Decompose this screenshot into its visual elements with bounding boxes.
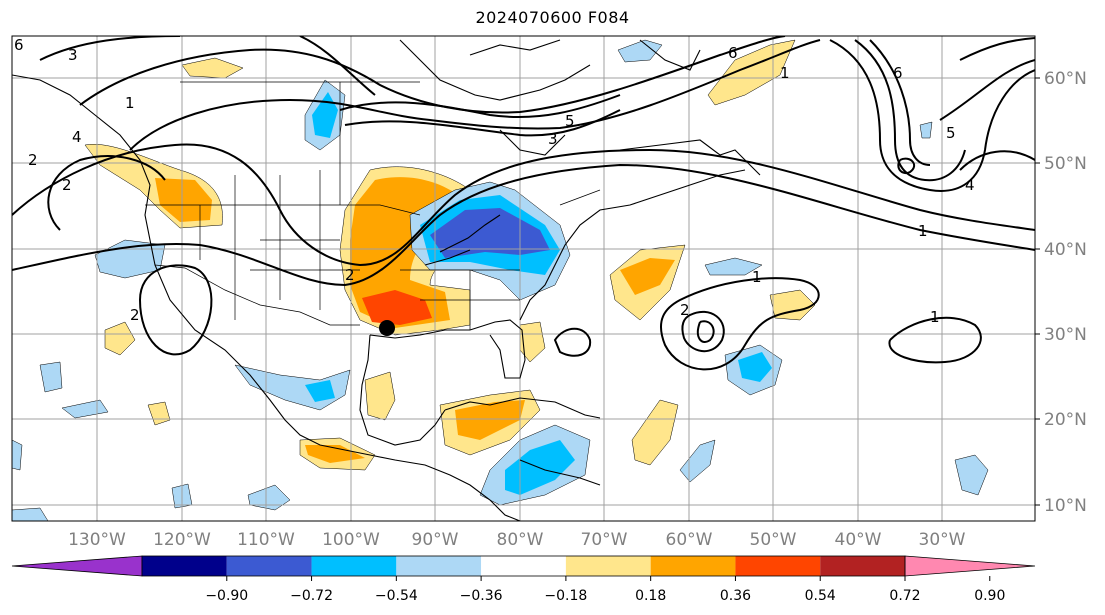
warm-anomaly-region bbox=[147, 401, 171, 426]
shading-layer bbox=[12, 39, 989, 521]
contour-label: 2 bbox=[680, 301, 690, 319]
contour-label: 6 bbox=[728, 44, 738, 62]
colorbar-swatch bbox=[735, 556, 821, 576]
warm-anomaly-region bbox=[155, 178, 212, 222]
political-borders bbox=[145, 81, 601, 330]
contour-label: 6 bbox=[893, 64, 903, 82]
colorbar-swatch bbox=[565, 556, 651, 576]
colorbar-swatch bbox=[650, 556, 736, 576]
contour-label: 2 bbox=[345, 266, 355, 284]
colorbar-swatch bbox=[481, 556, 566, 576]
cool-anomaly-region bbox=[679, 439, 716, 483]
contour-lines bbox=[12, 36, 1035, 371]
colorbar-tick-label: 0.72 bbox=[889, 588, 920, 604]
lon-label: 40°W bbox=[835, 530, 882, 550]
colorbar-tick-label: −0.54 bbox=[375, 588, 418, 604]
warm-anomaly-region bbox=[620, 258, 675, 295]
colorbar-tick-label: −0.36 bbox=[460, 588, 503, 604]
lon-label: 80°W bbox=[497, 530, 544, 550]
colorbar-tick-label: −0.72 bbox=[290, 588, 333, 604]
cool-anomaly-region bbox=[738, 352, 772, 382]
colorbar-swatch bbox=[311, 556, 397, 576]
lon-label: 100°W bbox=[322, 530, 380, 550]
cool-anomaly-region bbox=[954, 454, 989, 496]
warm-anomaly-region bbox=[455, 400, 525, 440]
colorbar-swatch bbox=[226, 556, 312, 576]
contour-label: 4 bbox=[965, 176, 975, 194]
cool-anomaly-region bbox=[61, 399, 109, 419]
lon-label: 120°W bbox=[153, 530, 211, 550]
lat-label: 60°N bbox=[1044, 69, 1087, 89]
contour-label: 2 bbox=[28, 151, 38, 169]
colorbar-outline bbox=[141, 555, 906, 577]
colorbar-tick-label: 0.90 bbox=[974, 588, 1005, 604]
contour-label: 1 bbox=[930, 308, 940, 326]
longitude-labels: 130°W 120°W 110°W 100°W 90°W 80°W 70°W 6… bbox=[68, 530, 966, 550]
lon-label: 60°W bbox=[666, 530, 713, 550]
lat-label: 30°N bbox=[1044, 325, 1087, 345]
lon-label: 130°W bbox=[68, 530, 126, 550]
warm-anomaly-region bbox=[631, 399, 679, 466]
colorbar-tick-label: 0.18 bbox=[635, 588, 666, 604]
cool-anomaly-region bbox=[617, 39, 663, 63]
contour-label: 4 bbox=[72, 128, 82, 146]
cool-anomaly-region bbox=[919, 121, 933, 139]
warm-anomaly-region bbox=[364, 371, 396, 421]
map-frame bbox=[11, 35, 1036, 522]
lon-label: 50°W bbox=[750, 530, 797, 550]
coastlines bbox=[12, 39, 761, 521]
contour-label: 1 bbox=[125, 94, 135, 112]
contour-label: 6 bbox=[14, 36, 24, 54]
contour-label: 1 bbox=[752, 268, 762, 286]
lon-label: 90°W bbox=[412, 530, 459, 550]
axis-ticks bbox=[1035, 77, 1040, 506]
cool-anomaly-region bbox=[247, 484, 291, 511]
colorbar-extend-high bbox=[904, 555, 1036, 577]
latitude-labels: 60°N 50°N 40°N 30°N 20°N 10°N bbox=[1044, 69, 1087, 516]
colorbar-tick-label: 0.36 bbox=[720, 588, 751, 604]
warm-anomaly-region bbox=[104, 321, 136, 356]
warm-anomaly-region bbox=[305, 445, 365, 463]
contour-label: 3 bbox=[548, 130, 558, 148]
contour-label: 1 bbox=[780, 64, 790, 82]
cool-anomaly-region bbox=[12, 507, 49, 521]
colorbar-swatch bbox=[396, 556, 482, 576]
colorbar: −0.90 −0.72 −0.54 −0.36 −0.18 0.18 0.36 0.54 0.7… bbox=[11, 555, 1036, 604]
colorbar-extend-low bbox=[11, 555, 143, 577]
lon-label: 110°W bbox=[237, 530, 295, 550]
contour-label: 2 bbox=[62, 176, 72, 194]
colorbar-tick-label: 0.54 bbox=[805, 588, 836, 604]
warm-anomaly-region bbox=[181, 57, 244, 79]
colorbar-swatch bbox=[820, 556, 905, 576]
cool-anomaly-region bbox=[234, 364, 351, 411]
warm-anomaly-region bbox=[362, 290, 432, 325]
lat-label: 50°N bbox=[1044, 154, 1087, 174]
map-title: 2024070600 F084 bbox=[475, 8, 630, 27]
cool-anomaly-region bbox=[39, 361, 63, 393]
storm-center-marker bbox=[379, 320, 395, 336]
contour-label: 5 bbox=[565, 112, 575, 130]
colorbar-swatch bbox=[142, 556, 227, 576]
colorbar-tick-label: −0.90 bbox=[205, 588, 248, 604]
cool-anomaly-region bbox=[12, 439, 23, 471]
lat-label: 20°N bbox=[1044, 410, 1087, 430]
lon-label: 30°W bbox=[919, 530, 966, 550]
contour-label: 2 bbox=[130, 306, 140, 324]
lon-label: 70°W bbox=[581, 530, 628, 550]
contour-labels: 1 1 1 1 1 2 2 2 2 2 3 3 4 4 5 5 6 6 6 bbox=[14, 36, 975, 326]
lat-label: 10°N bbox=[1044, 496, 1087, 516]
contour-label: 3 bbox=[68, 46, 78, 64]
cool-anomaly-region bbox=[704, 257, 763, 276]
contour-label: 5 bbox=[946, 124, 956, 142]
contour-label: 1 bbox=[918, 222, 928, 240]
cool-anomaly-region bbox=[305, 380, 335, 402]
lat-label: 40°N bbox=[1044, 240, 1087, 260]
warm-anomaly-region bbox=[769, 289, 816, 321]
colorbar-tick-label: −0.18 bbox=[544, 588, 587, 604]
